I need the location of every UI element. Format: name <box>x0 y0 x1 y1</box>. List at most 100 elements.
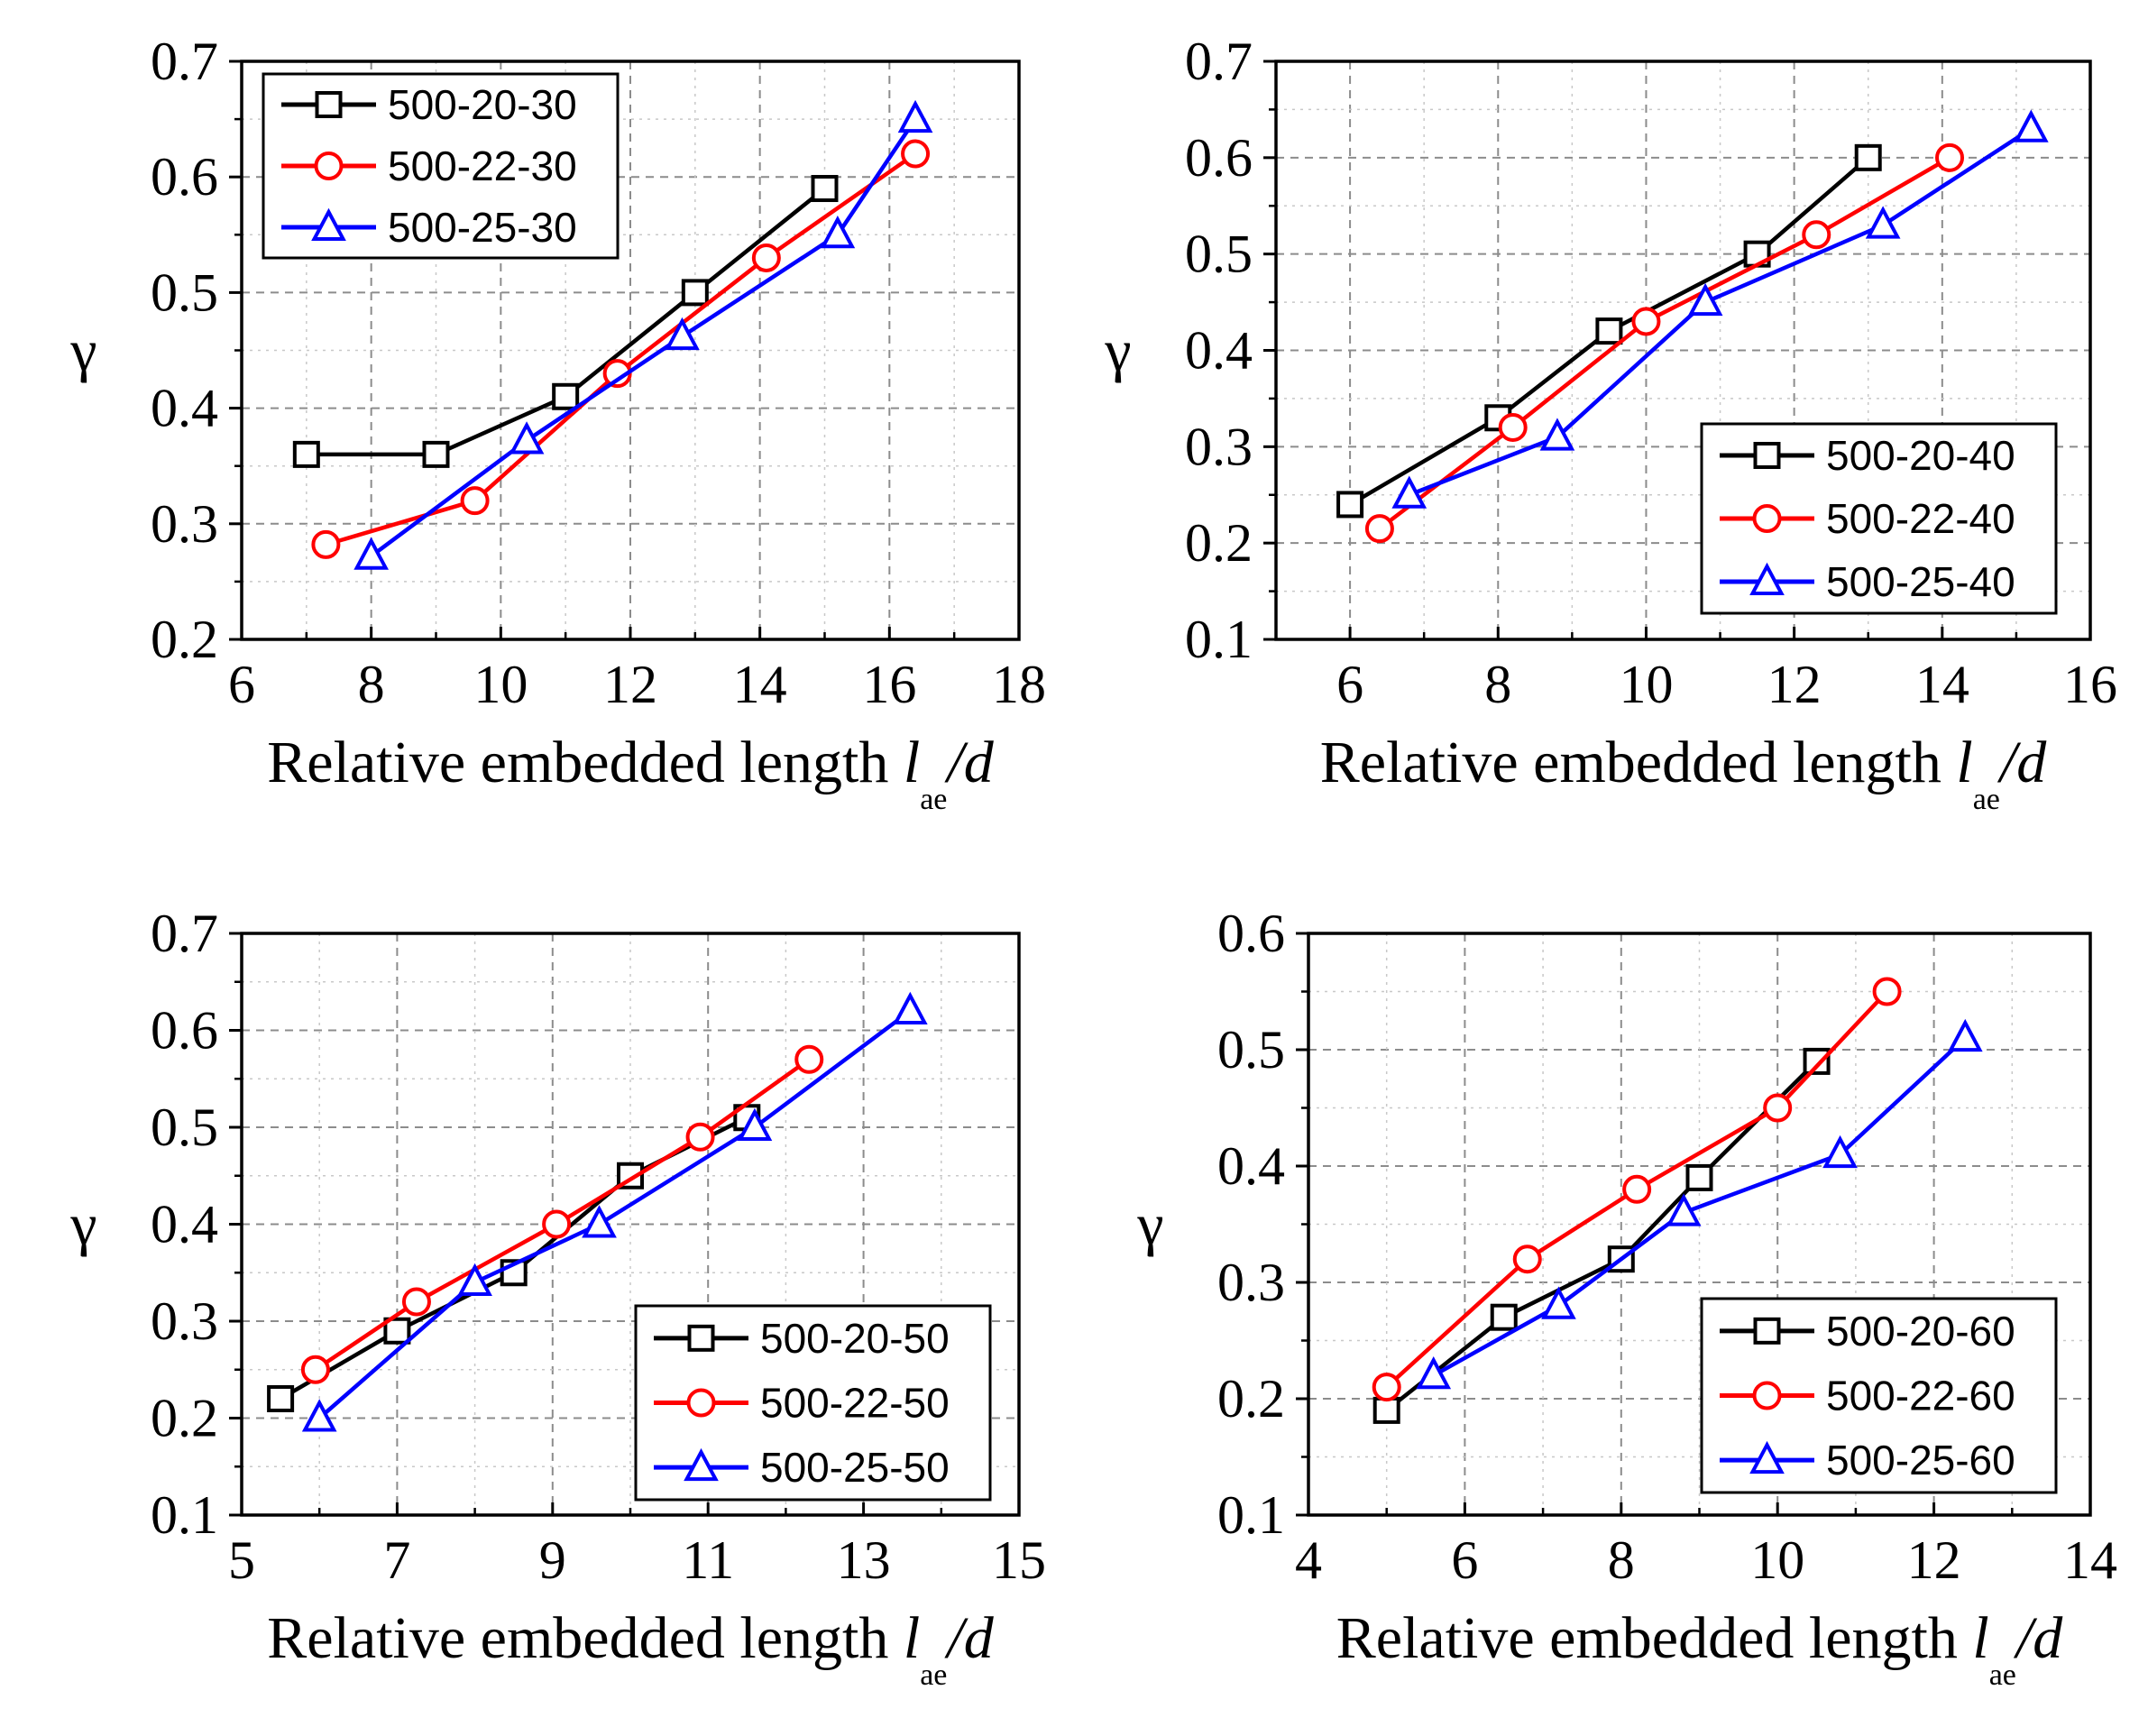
y-tick-label: 0.6 <box>151 147 218 207</box>
data-point <box>301 1399 337 1432</box>
x-tick-label: 9 <box>539 1530 566 1590</box>
ticks <box>1263 60 2092 641</box>
legend-marker <box>1752 1381 1782 1410</box>
y-tick-label: 0.2 <box>1217 1369 1285 1428</box>
x-axis-title-var: l <box>1972 1605 1988 1671</box>
y-tick-label: 0.3 <box>1217 1253 1285 1312</box>
data-point <box>401 1287 431 1317</box>
chart-panel-4: 4 6 8 10 12 14 0.1 0.2 0.3 0.4 0.5 0.6 Relative embe… <box>1136 904 2117 1692</box>
data-point <box>892 991 928 1024</box>
y-tick-label: 0.4 <box>1185 321 1253 381</box>
x-axis-title: Relative embedded length lae/d <box>1320 730 2047 816</box>
x-tick-label: 14 <box>733 655 787 714</box>
legend-marker <box>1749 1440 1785 1474</box>
y-tick-label: 0.3 <box>151 494 218 554</box>
legend-marker <box>1749 562 1785 595</box>
x-tick-label: 16 <box>2063 655 2117 714</box>
x-axis-title-suffix: /d <box>943 1605 994 1671</box>
data-point <box>1685 1163 1713 1191</box>
x-tick-label: 14 <box>1915 655 1969 714</box>
data-point <box>737 1107 773 1141</box>
legend-label: 500-25-60 <box>1826 1437 2015 1483</box>
legend-label: 500-22-60 <box>1826 1373 2015 1419</box>
legend-label: 500-22-40 <box>1826 495 2015 542</box>
legend: 500-20-30 500-22-30 500-25-30 <box>262 72 620 260</box>
data-point <box>1364 514 1394 544</box>
data-point <box>300 1355 330 1384</box>
x-tick-label: 6 <box>1451 1530 1478 1590</box>
x-axis-title-suffix: /d <box>1997 730 2047 795</box>
data-point <box>811 175 839 203</box>
x-axis-title-suffix: /d <box>943 730 994 795</box>
x-tick-label: 14 <box>2063 1530 2117 1590</box>
data-point <box>665 317 700 351</box>
y-tick-label: 0.4 <box>1217 1136 1285 1196</box>
x-tick-label: 8 <box>1484 655 1511 714</box>
series-500-25-30 <box>353 99 933 570</box>
data-point <box>1336 491 1364 519</box>
data-point <box>2013 109 2049 142</box>
data-point <box>1803 1047 1831 1075</box>
ticks <box>229 932 1021 1517</box>
data-point <box>1391 475 1427 509</box>
data-point <box>457 1263 492 1296</box>
x-axis-title-sub: ae <box>920 783 947 816</box>
legend-marker <box>687 1324 715 1352</box>
data-point <box>1631 307 1661 336</box>
legend-marker <box>1752 504 1782 533</box>
data-point <box>353 537 389 570</box>
x-tick-label: 12 <box>603 655 657 714</box>
legend-label: 500-25-30 <box>388 204 577 251</box>
y-tick-label: 0.3 <box>151 1291 218 1351</box>
y-tick-label: 0.4 <box>151 1195 218 1254</box>
chart-panel-2: 6 8 10 12 14 16 0.1 0.2 0.3 0.4 0.5 0.6 0.7 Relative … <box>1104 32 2117 816</box>
x-tick-label: 18 <box>992 655 1046 714</box>
data-point <box>751 243 781 272</box>
data-point <box>1622 1174 1652 1204</box>
data-point <box>292 440 320 468</box>
data-point <box>582 1205 617 1238</box>
x-axis-title-sub: ae <box>920 1658 947 1692</box>
legend: 500-20-60 500-22-60 500-25-60 <box>1700 1297 2058 1494</box>
data-point <box>1416 1355 1452 1390</box>
x-axis-title-var: l <box>1956 730 1972 795</box>
x-axis-title-text: Relative embedded length <box>1336 1605 1973 1671</box>
legend-label: 500-25-50 <box>760 1444 950 1491</box>
data-point <box>1822 1134 1858 1169</box>
x-axis-title-var: l <box>904 730 920 795</box>
series-500-25-60 <box>1416 1018 1983 1390</box>
x-axis-title-text: Relative embedded length <box>267 1605 904 1671</box>
legend-marker <box>315 91 343 118</box>
y-tick-label: 0.5 <box>151 1098 218 1157</box>
y-tick-label: 0.7 <box>1185 32 1253 91</box>
x-axis-title-var: l <box>904 1605 920 1671</box>
ticks <box>229 60 1021 641</box>
data-point <box>1372 1373 1401 1402</box>
y-tick-label: 0.2 <box>151 610 218 669</box>
x-tick-label: 10 <box>1750 1530 1804 1590</box>
legend-marker <box>1753 442 1781 469</box>
x-axis-title-text: Relative embedded length <box>267 730 904 795</box>
y-axis-title: γ <box>69 318 96 384</box>
chart-panel-1: 6 8 10 12 14 16 18 0.2 0.3 0.4 0.5 0.6 0.7 Relative e… <box>69 32 1046 816</box>
data-point <box>552 382 580 410</box>
x-tick-label: 4 <box>1295 1530 1322 1590</box>
x-tick-label: 11 <box>682 1530 734 1590</box>
y-tick-label: 0.5 <box>1185 225 1253 284</box>
data-point <box>897 99 933 133</box>
x-tick-label: 12 <box>1907 1530 1961 1590</box>
y-tick-label: 0.2 <box>1185 513 1253 573</box>
x-axis-title-suffix: /d <box>2013 1605 2063 1671</box>
y-tick-label: 0.7 <box>151 32 218 91</box>
series-500-20-30 <box>292 175 839 468</box>
y-axis-title: γ <box>69 1192 96 1258</box>
data-point <box>1935 142 1965 172</box>
legend-label: 500-22-30 <box>388 142 577 189</box>
chart-panel-3: 5 7 9 11 13 15 0.1 0.2 0.3 0.4 0.5 0.6 0.7 Relative e… <box>69 904 1046 1692</box>
series-500-25-50 <box>301 991 928 1432</box>
y-tick-label: 0.1 <box>1185 610 1253 669</box>
data-point <box>1687 282 1723 317</box>
data-point <box>1372 1396 1400 1424</box>
